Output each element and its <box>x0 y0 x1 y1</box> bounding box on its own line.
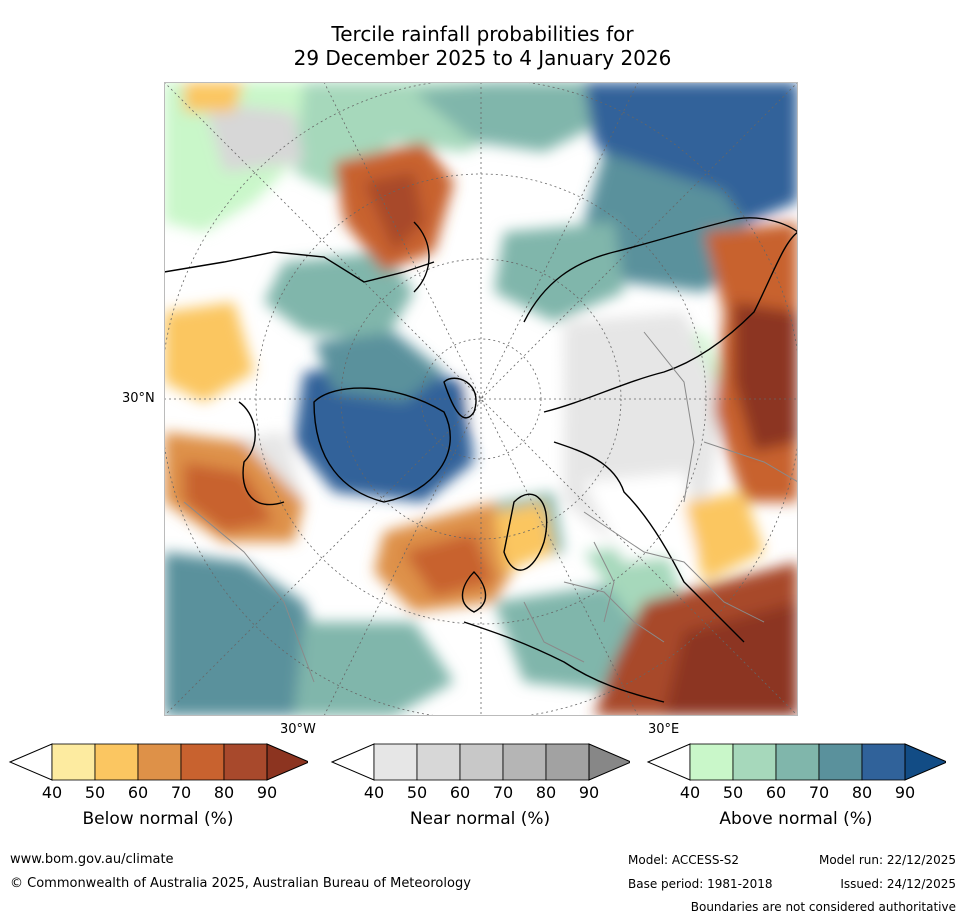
title-line-1: Tercile rainfall probabilities for <box>331 22 634 46</box>
map-canvas <box>164 82 798 716</box>
colorbar-near-tick-50: 50 <box>406 783 428 802</box>
region-below-north-america-west <box>164 302 254 402</box>
colorbar-below-tick-80: 80 <box>213 783 235 802</box>
colorbar-near-normal: Near normal (%) 40 50 60 70 80 90 <box>330 743 630 838</box>
map-title: Tercile rainfall probabilities for 29 De… <box>0 22 965 70</box>
colorbar-near-segment-40 <box>373 743 418 781</box>
colorbar-below-segment-40 <box>51 743 96 781</box>
colorbar-near-tick-90: 90 <box>578 783 600 802</box>
model-name: Model: ACCESS-S2 <box>628 853 740 867</box>
colorbar-near-label: Near normal (%) <box>409 809 551 829</box>
colorbar-near-segment-80 <box>545 743 590 781</box>
colorbar-near-tick-70: 70 <box>492 783 514 802</box>
region-above-north-america-south <box>164 552 334 716</box>
colorbar-below-segment-80 <box>223 743 268 781</box>
colorbar-below-tick-50: 50 <box>84 783 106 802</box>
region-below-eastern-russia-core <box>734 302 798 452</box>
model-run-date: Model run: 22/12/2025 <box>818 853 956 867</box>
region-above-hudson <box>314 332 444 402</box>
region-above-canada <box>264 252 414 342</box>
colorbar-below-normal: Below normal (%) 40 50 60 70 80 90 <box>8 743 308 838</box>
region-above-atlantic-south <box>294 622 454 716</box>
copyright-notice: © Commonwealth of Australia 2025, Austra… <box>10 876 471 891</box>
region-above-siberia-west <box>494 222 624 322</box>
colorbar-above-segment-50 <box>732 743 777 781</box>
title-line-2: 29 December 2025 to 4 January 2026 <box>293 46 672 70</box>
colorbar-near-graphic <box>330 743 630 781</box>
colorbar-below-max-arrow <box>266 743 308 781</box>
colorbar-near-tick-40: 40 <box>363 783 385 802</box>
latitude-label: 30°N <box>122 391 155 406</box>
region-above-greenland-arctic <box>294 362 474 502</box>
boundaries-disclaimer: Boundaries are not considered authoritat… <box>690 900 956 914</box>
colorbar-below-min-arrow <box>8 743 53 781</box>
colorbar-near-min-arrow <box>330 743 375 781</box>
colorbar-below-tick-90: 90 <box>256 783 278 802</box>
colorbar-above-label: Above normal (%) <box>719 809 873 829</box>
colorbar-above-segment-70 <box>818 743 863 781</box>
region-below-middle-east-core <box>664 602 798 716</box>
colorbar-near-tick-80: 80 <box>535 783 557 802</box>
country-boundaries <box>183 331 798 683</box>
colorbar-above-tick-50: 50 <box>722 783 744 802</box>
colorbar-above-segment-80 <box>861 743 906 781</box>
colorbar-below-graphic <box>8 743 308 781</box>
base-period: Base period: 1981-2018 <box>628 877 773 891</box>
colorbar-below-segment-50 <box>94 743 139 781</box>
rainfall-probability-map <box>164 82 798 716</box>
issued-date: Issued: 24/12/2025 <box>840 877 956 891</box>
website-link[interactable]: www.bom.gov.au/climate <box>10 852 174 867</box>
coastlines <box>164 217 798 703</box>
colorbar-above-max-arrow <box>904 743 946 781</box>
region-below-north-america-core <box>184 462 274 532</box>
region-above-bering <box>414 82 604 152</box>
region-near-arctic-ocean <box>464 352 564 442</box>
colorbar-below-label: Below normal (%) <box>82 809 234 829</box>
longitude-label-west: 30°W <box>280 722 316 737</box>
region-below-alaska <box>184 82 244 112</box>
region-near-pacific-grey <box>204 102 304 172</box>
graticule <box>164 82 798 716</box>
colorbar-below-segment-60 <box>137 743 182 781</box>
colorbar-above-segment-60 <box>775 743 820 781</box>
colorbar-above-tick-80: 80 <box>851 783 873 802</box>
region-below-north-atlantic-core <box>404 532 494 597</box>
colorbar-above-tick-40: 40 <box>679 783 701 802</box>
longitude-label-east: 30°E <box>648 722 680 737</box>
colorbar-near-segment-70 <box>502 743 547 781</box>
region-below-central-asia <box>684 492 764 582</box>
region-near-east-europe <box>584 472 704 562</box>
colorbar-near-segment-60 <box>459 743 504 781</box>
colorbar-above-tick-90: 90 <box>894 783 916 802</box>
colorbar-near-segment-50 <box>416 743 461 781</box>
colorbar-above-tick-70: 70 <box>808 783 830 802</box>
colorbar-below-tick-40: 40 <box>41 783 63 802</box>
region-below-north-pacific-core <box>364 172 424 252</box>
colorbar-above-normal: Above normal (%) 40 50 60 70 80 90 <box>646 743 946 838</box>
colorbar-above-tick-60: 60 <box>765 783 787 802</box>
colorbar-below-tick-70: 70 <box>170 783 192 802</box>
colorbar-below-tick-60: 60 <box>127 783 149 802</box>
colorbar-above-segment-40 <box>689 743 734 781</box>
colorbar-near-max-arrow <box>588 743 630 781</box>
colorbar-near-tick-60: 60 <box>449 783 471 802</box>
colorbar-above-min-arrow <box>646 743 691 781</box>
colorbar-above-graphic <box>646 743 946 781</box>
colorbar-below-segment-70 <box>180 743 225 781</box>
